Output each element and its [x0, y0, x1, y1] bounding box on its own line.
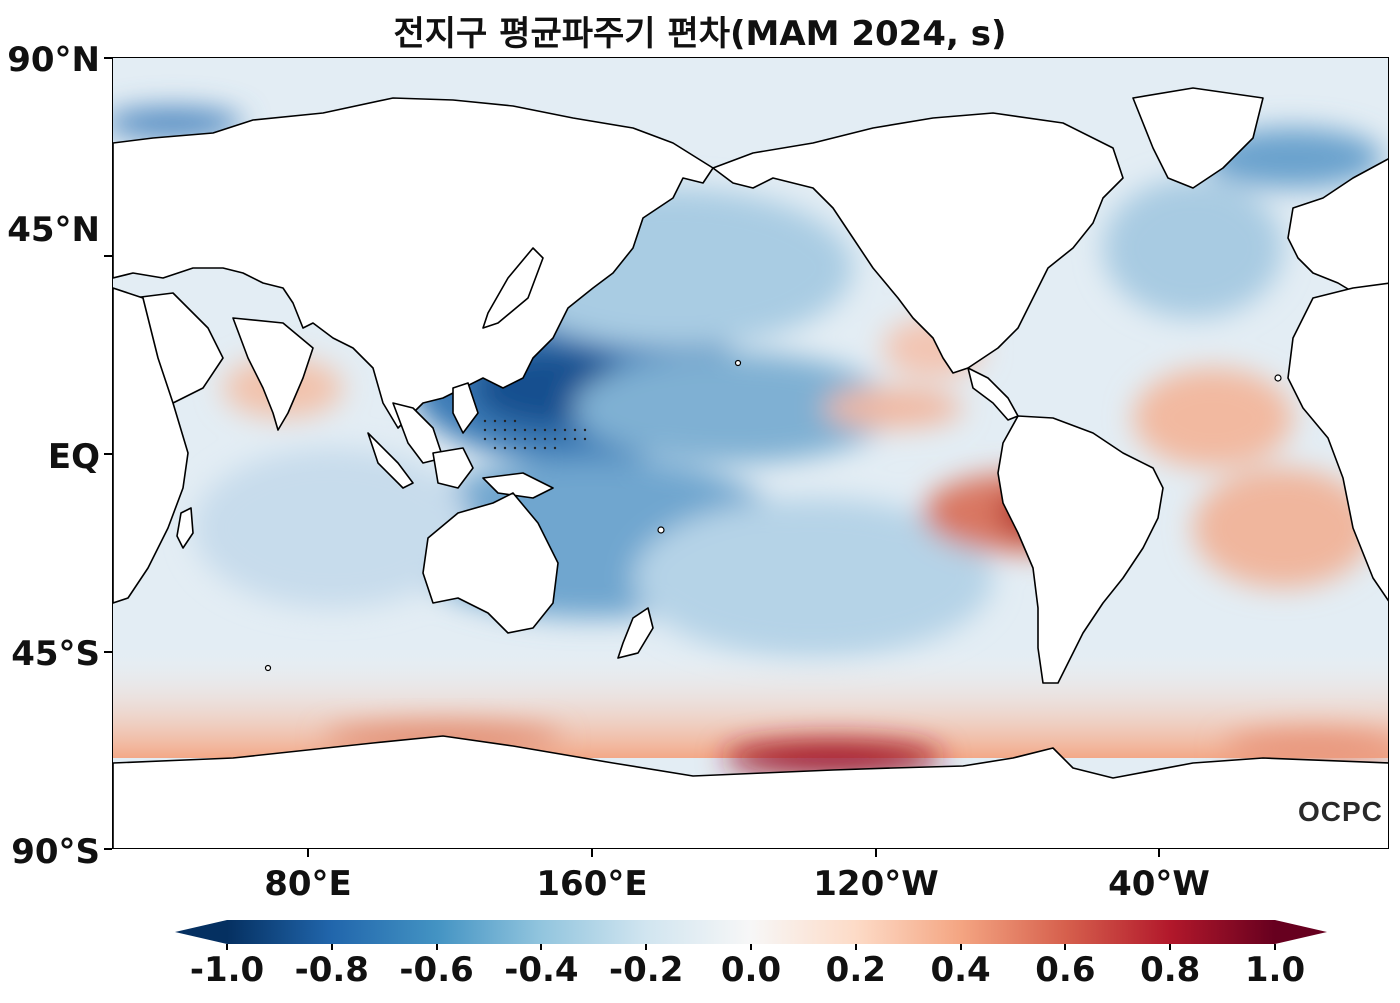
island-kerguelen [264, 664, 272, 672]
anomaly-central-pacific [573, 353, 893, 463]
colorbar-tick [645, 944, 648, 950]
land-borneo [432, 447, 474, 489]
anomaly-north-atlantic [1103, 178, 1283, 318]
land-new-zealand [617, 607, 654, 659]
land-south-america [997, 415, 1164, 684]
land-africa-west [1287, 282, 1388, 602]
island-cape-verde [1274, 374, 1282, 382]
colorbar-tick-label: 0.0 [720, 950, 782, 990]
ocpc-logo: OCPC [1298, 796, 1383, 827]
islands [264, 359, 1282, 672]
land-philippines [452, 382, 479, 434]
land-central-america [967, 367, 1019, 421]
island-hawaii [734, 359, 742, 367]
x-tick-120w [875, 849, 877, 857]
x-tick-160e [591, 849, 593, 857]
anomaly-south-pacific-central [633, 498, 993, 658]
y-label-45s: 45°S [11, 634, 100, 674]
colorbar-tick [330, 944, 333, 950]
colorbar-tick-label: 0.4 [930, 950, 991, 990]
colorbar [175, 920, 1327, 944]
anomaly-barents-sea [113, 108, 243, 138]
colorbar-tick-label: 0.2 [825, 950, 886, 990]
colorbar-tick [854, 944, 857, 950]
colorbar-tick-label: 0.6 [1035, 950, 1096, 990]
land-africa [113, 287, 189, 604]
anomaly-south-atlantic [1193, 468, 1373, 588]
colorbar-tick [1169, 944, 1172, 950]
map-title: 전지구 평균파주기 편차(MAM 2024, s) [393, 14, 1007, 54]
land-greenland [1132, 87, 1264, 189]
land-sumatra [367, 432, 414, 489]
anomaly-east-pacific-north [823, 388, 963, 428]
y-label-eq: EQ [47, 437, 100, 477]
land-australia [422, 492, 559, 634]
y-tick-eq [104, 453, 112, 455]
colorbar-tick [750, 944, 752, 950]
significance-stipple [483, 419, 587, 450]
y-label-45n: 45°N [7, 210, 100, 250]
colorbar-tick [959, 944, 962, 950]
x-label-40w: 40°W [1108, 864, 1210, 904]
colorbar-tick [1064, 944, 1067, 950]
map-panel [112, 57, 1389, 849]
y-tick-45n [104, 255, 112, 257]
colorbar-tick-label: 1.0 [1244, 950, 1306, 990]
y-tick-90n [104, 57, 112, 59]
anomaly-weddell-band [1223, 730, 1388, 766]
colorbar-tick-label: -0.6 [399, 950, 474, 990]
y-tick-90s [104, 848, 112, 850]
colorbar-max-extend [1275, 920, 1327, 944]
colorbar-tick-label: -1.0 [189, 950, 265, 990]
land-madagascar [176, 507, 194, 549]
colorbar-tick-label: -0.2 [609, 950, 684, 990]
anomaly-tropical-atlantic [1133, 368, 1293, 468]
y-tick-45s [104, 651, 112, 653]
land-new-guinea [482, 472, 554, 499]
y-label-90s: 90°S [11, 832, 100, 872]
land-antarctica [113, 735, 1388, 848]
land-japan [482, 247, 544, 329]
colorbar-tick [540, 944, 543, 950]
land-eurasia [113, 97, 714, 429]
colorbar-tick [226, 944, 228, 950]
x-label-160e: 160°E [536, 864, 648, 904]
colorbar-tick-label: 0.8 [1140, 950, 1201, 990]
anomaly-southern-ocean [113, 648, 1388, 758]
anomaly-amundsen-core [723, 740, 943, 776]
x-tick-80e [307, 849, 309, 857]
x-label-120w: 120°W [813, 864, 939, 904]
land-north-america [712, 112, 1124, 374]
colorbar-gradient [227, 920, 1275, 944]
x-tick-40w [1158, 849, 1160, 857]
colorbar-tick-label: -0.4 [504, 950, 579, 990]
colorbar-tick-label: -0.8 [294, 950, 369, 990]
land-masses [113, 87, 1388, 848]
x-label-80e: 80°E [264, 864, 352, 904]
y-label-90n: 90°N [7, 40, 100, 80]
colorbar-tick [435, 944, 438, 950]
colorbar-min-extend [175, 920, 227, 944]
anomaly-map [113, 58, 1388, 848]
colorbar-tick [1274, 944, 1276, 950]
island-fiji [657, 526, 665, 534]
land-india [232, 317, 314, 431]
